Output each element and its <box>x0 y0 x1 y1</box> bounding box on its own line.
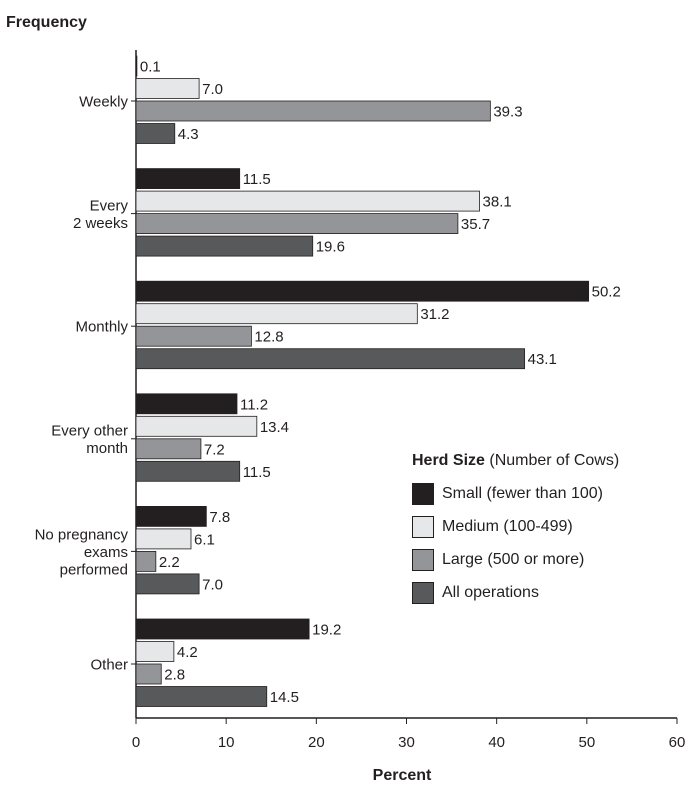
bar <box>135 280 590 302</box>
data-label: 31.2 <box>420 306 449 323</box>
data-label: 50.2 <box>592 284 621 301</box>
category-label: Other <box>90 657 128 674</box>
x-tick-label: 20 <box>308 734 325 751</box>
legend-swatch-small <box>412 482 434 505</box>
legend-label-large: Large (500 or more) <box>442 550 585 568</box>
data-label: 6.1 <box>194 531 215 548</box>
x-tick-label: 10 <box>218 734 235 751</box>
bar <box>135 460 241 482</box>
bar <box>135 686 268 707</box>
bar <box>135 663 162 685</box>
y-axis-title: Frequency <box>6 14 87 31</box>
x-axis-title: Percent <box>373 767 432 784</box>
legend-item-all: All operations <box>412 576 687 609</box>
bar <box>135 415 258 437</box>
legend-label-small: Small (fewer than 100) <box>442 484 603 502</box>
legend-item-large: Large (500 or more) <box>412 543 687 576</box>
bar <box>135 213 459 235</box>
bar <box>135 325 252 347</box>
x-tick-label: 50 <box>578 734 595 751</box>
category-label: 2 weeks <box>73 215 128 232</box>
data-label: 2.8 <box>164 667 185 684</box>
bar <box>135 573 200 595</box>
data-label: 7.0 <box>202 576 223 593</box>
data-label: 38.1 <box>483 194 512 211</box>
data-label: 12.8 <box>254 329 283 346</box>
data-label: 39.3 <box>493 104 522 121</box>
data-label: 35.7 <box>461 216 490 233</box>
data-label: 14.5 <box>270 689 299 706</box>
data-label: 43.1 <box>528 351 557 368</box>
category-label: performed <box>60 561 128 578</box>
bar <box>135 55 138 77</box>
bar <box>135 618 310 640</box>
data-label: 19.2 <box>312 622 341 639</box>
legend-label-all: All operations <box>442 583 539 601</box>
category-label: Weekly <box>79 94 128 111</box>
bar <box>135 438 202 460</box>
category-label: Every other <box>51 423 128 440</box>
legend-swatch-medium <box>412 515 434 538</box>
data-label: 11.2 <box>240 396 268 413</box>
data-label: 7.8 <box>209 509 230 526</box>
data-label: 4.2 <box>177 644 198 661</box>
legend-swatch-all <box>412 581 434 604</box>
bar <box>135 100 491 122</box>
bar <box>135 168 241 190</box>
legend-item-medium: Medium (100-499) <box>412 510 687 543</box>
x-tick-label: 40 <box>488 734 505 751</box>
category-label: Every <box>90 197 129 214</box>
category-label: exams <box>84 544 128 561</box>
category-label: No pregnancy <box>35 526 129 543</box>
data-label: 7.0 <box>202 81 223 98</box>
legend-label-medium: Medium (100-499) <box>442 517 573 535</box>
legend-item-small: Small (fewer than 100) <box>412 477 687 510</box>
bar <box>135 505 207 527</box>
x-tick-label: 0 <box>132 734 140 751</box>
bar <box>135 78 200 99</box>
bar <box>135 303 418 325</box>
data-label: 19.6 <box>316 239 345 256</box>
data-label: 7.2 <box>204 441 225 458</box>
category-label: month <box>86 440 128 457</box>
x-tick-label: 30 <box>398 734 415 751</box>
data-label: 11.5 <box>243 171 271 188</box>
bar <box>135 551 157 572</box>
bar <box>135 235 314 257</box>
data-label: 4.3 <box>178 126 199 143</box>
x-tick-label: 60 <box>669 734 686 751</box>
data-label: 2.2 <box>159 554 180 571</box>
legend: Herd Size (Number of Cows) Small (fewer … <box>412 452 687 609</box>
legend-title: Herd Size (Number of Cows) <box>412 452 687 470</box>
data-label: 0.1 <box>140 59 161 76</box>
bar <box>135 348 526 370</box>
data-label: 11.5 <box>243 464 271 481</box>
category-label: Monthly <box>75 319 128 336</box>
data-label: 13.4 <box>260 419 289 436</box>
bar <box>135 190 480 212</box>
bar <box>135 641 175 662</box>
legend-title-bold: Herd Size <box>412 452 485 469</box>
bar <box>135 393 238 415</box>
legend-swatch-large <box>412 548 434 571</box>
bar <box>135 528 192 550</box>
legend-title-rest: (Number of Cows) <box>484 452 620 469</box>
bar <box>135 123 176 144</box>
